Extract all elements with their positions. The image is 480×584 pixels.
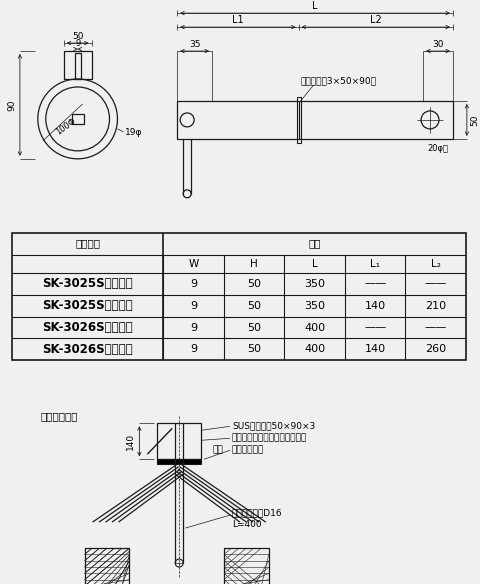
Bar bbox=[157, 423, 201, 459]
Text: L₁: L₁ bbox=[370, 259, 380, 269]
Text: 9: 9 bbox=[190, 301, 197, 311]
Text: 商品記号: 商品記号 bbox=[75, 239, 100, 249]
Bar bbox=[64, 51, 92, 79]
Text: 50: 50 bbox=[470, 114, 480, 126]
Text: 参考納まり図: 参考納まり図 bbox=[41, 411, 78, 421]
Text: 350: 350 bbox=[304, 301, 325, 311]
Text: 400: 400 bbox=[304, 345, 325, 354]
Text: 9: 9 bbox=[75, 39, 80, 47]
Text: 四周: 四周 bbox=[212, 446, 223, 455]
Text: 9: 9 bbox=[190, 322, 197, 332]
Text: SK-3026S（固定）: SK-3026S（固定） bbox=[42, 343, 133, 356]
Text: SUSプレート50×90×3: SUSプレート50×90×3 bbox=[232, 422, 315, 431]
Text: 140: 140 bbox=[364, 345, 385, 354]
Text: L2: L2 bbox=[370, 15, 382, 25]
Bar bbox=[224, 548, 269, 584]
Text: W: W bbox=[188, 259, 199, 269]
Text: L: L bbox=[312, 259, 317, 269]
Text: 9: 9 bbox=[190, 345, 197, 354]
Bar bbox=[297, 97, 300, 143]
Text: L₂: L₂ bbox=[431, 259, 441, 269]
Bar bbox=[157, 459, 201, 464]
Bar bbox=[12, 232, 466, 360]
Text: ——: —— bbox=[364, 322, 386, 332]
Text: シーリング（アスファルト系）: シーリング（アスファルト系） bbox=[232, 434, 307, 443]
Text: 30: 30 bbox=[432, 40, 444, 48]
Text: 50: 50 bbox=[247, 301, 261, 311]
Text: H: H bbox=[250, 259, 258, 269]
Bar bbox=[72, 114, 84, 124]
Bar bbox=[84, 548, 130, 584]
Text: SK-3025S（固定）: SK-3025S（固定） bbox=[42, 299, 133, 312]
Text: 50: 50 bbox=[247, 322, 261, 332]
Text: 50: 50 bbox=[247, 345, 261, 354]
Text: アンカー鉄筋D16: アンカー鉄筋D16 bbox=[232, 509, 283, 517]
Text: 350: 350 bbox=[304, 279, 325, 288]
Text: 400: 400 bbox=[304, 322, 325, 332]
Text: 260: 260 bbox=[425, 345, 446, 354]
Text: 210: 210 bbox=[425, 301, 446, 311]
Text: 寸法: 寸法 bbox=[308, 239, 321, 249]
Text: L=400: L=400 bbox=[232, 520, 262, 529]
Text: 50: 50 bbox=[72, 32, 84, 40]
Text: 20φ穴: 20φ穴 bbox=[427, 144, 448, 154]
Text: SK-3026S（自在）: SK-3026S（自在） bbox=[42, 321, 133, 334]
Bar bbox=[177, 101, 453, 139]
Text: 90: 90 bbox=[8, 99, 16, 111]
Text: ——: —— bbox=[364, 279, 386, 288]
Text: ——: —— bbox=[424, 279, 447, 288]
Text: 50: 50 bbox=[247, 279, 261, 288]
Text: 19φ: 19φ bbox=[125, 128, 143, 137]
Text: L: L bbox=[312, 1, 318, 11]
Text: ——: —— bbox=[424, 322, 447, 332]
Text: 140: 140 bbox=[126, 433, 135, 450]
Text: 棟用シングル: 棟用シングル bbox=[232, 446, 264, 455]
Text: 140: 140 bbox=[364, 301, 385, 311]
Text: プレート（3×50×90）: プレート（3×50×90） bbox=[300, 77, 376, 85]
Bar bbox=[75, 53, 81, 79]
Text: SK-3025S（自在）: SK-3025S（自在） bbox=[42, 277, 133, 290]
Text: L1: L1 bbox=[232, 15, 244, 25]
Text: 35: 35 bbox=[189, 40, 200, 48]
Text: 9: 9 bbox=[190, 279, 197, 288]
Text: 100Φ: 100Φ bbox=[54, 117, 77, 137]
